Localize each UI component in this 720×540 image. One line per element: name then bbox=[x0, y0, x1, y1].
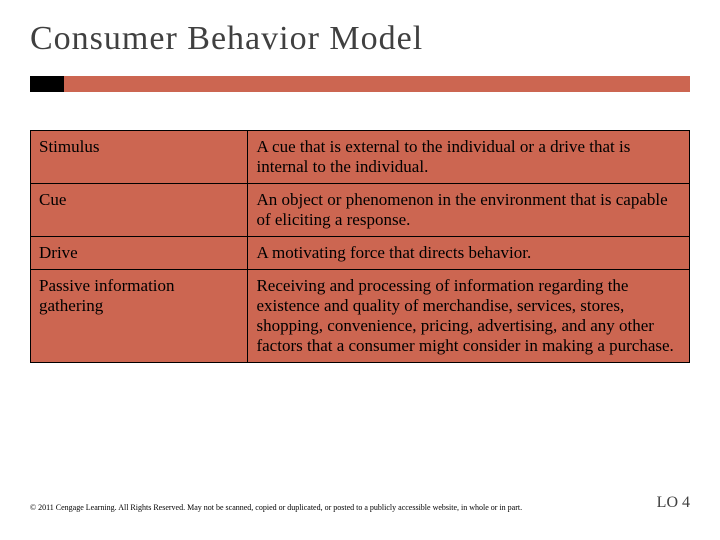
term-cell: Drive bbox=[31, 237, 248, 270]
definition-cell: A cue that is external to the individual… bbox=[248, 131, 690, 184]
page-title: Consumer Behavior Model bbox=[30, 20, 690, 58]
definition-cell: Receiving and processing of information … bbox=[248, 270, 690, 363]
term-cell: Cue bbox=[31, 184, 248, 237]
accent-square bbox=[30, 76, 64, 92]
table-row: Passive information gatheringReceiving a… bbox=[31, 270, 690, 363]
term-cell: Stimulus bbox=[31, 131, 248, 184]
definitions-table: StimulusA cue that is external to the in… bbox=[30, 130, 690, 363]
term-cell: Passive information gathering bbox=[31, 270, 248, 363]
definition-cell: A motivating force that directs behavior… bbox=[248, 237, 690, 270]
definition-cell: An object or phenomenon in the environme… bbox=[248, 184, 690, 237]
accent-bar-fill bbox=[64, 76, 690, 92]
table-row: CueAn object or phenomenon in the enviro… bbox=[31, 184, 690, 237]
lo-label: LO 4 bbox=[657, 494, 690, 512]
table-row: StimulusA cue that is external to the in… bbox=[31, 131, 690, 184]
accent-bar bbox=[30, 76, 690, 92]
copyright-text: © 2011 Cengage Learning. All Rights Rese… bbox=[30, 503, 522, 512]
table-row: DriveA motivating force that directs beh… bbox=[31, 237, 690, 270]
